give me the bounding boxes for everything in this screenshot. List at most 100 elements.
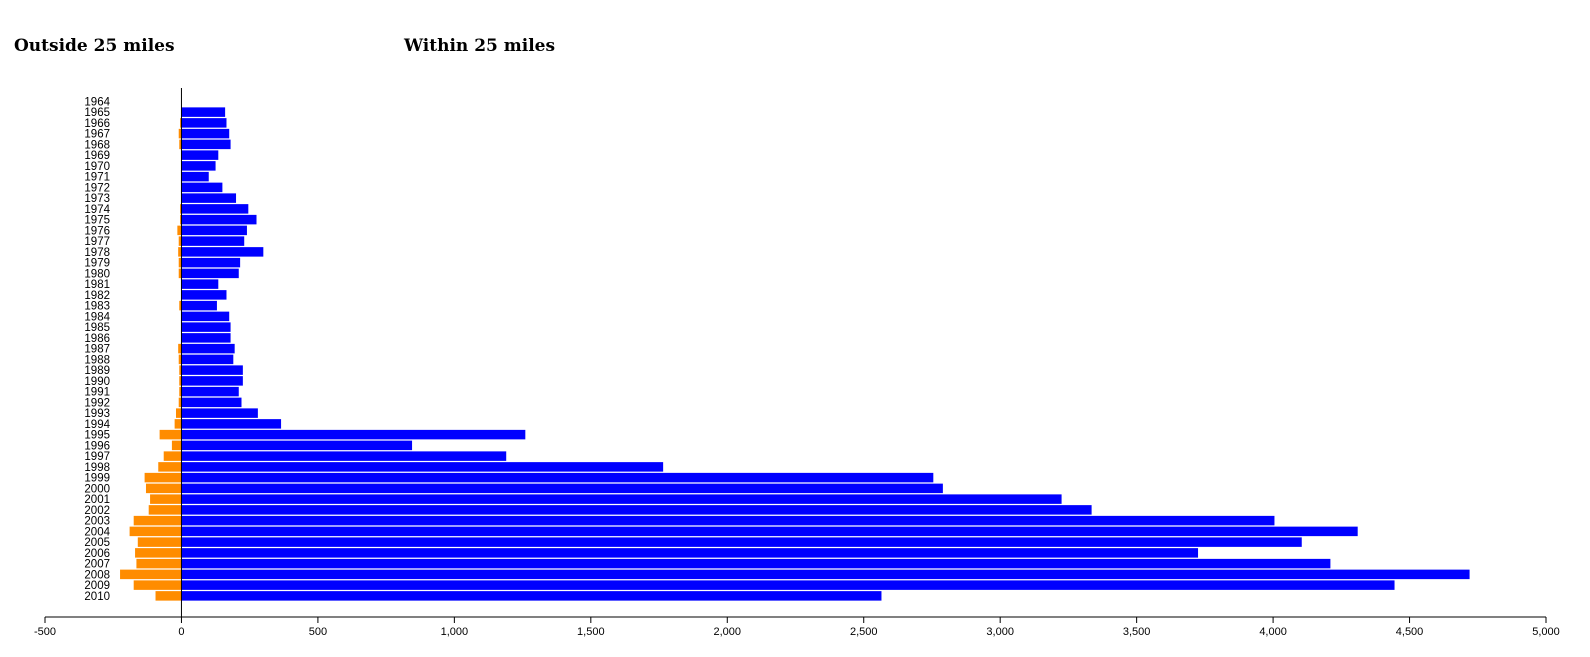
year-label: 1995	[84, 430, 110, 442]
year-label: 1991	[84, 387, 110, 399]
x-tick-label: -500	[34, 626, 56, 638]
outside-bar	[148, 505, 182, 515]
outside-bar	[177, 225, 182, 236]
x-tick-label: 1,500	[577, 626, 605, 638]
x-tick-label: 2,500	[850, 626, 878, 638]
year-label: 1979	[84, 258, 110, 270]
within-bar	[181, 569, 1470, 580]
within-bar	[181, 322, 231, 332]
within-bar	[181, 591, 882, 601]
within-heading: Within 25 miles	[404, 36, 556, 56]
outside-bar	[178, 257, 182, 268]
year-label: 1996	[84, 440, 110, 452]
year-label: 2007	[84, 559, 110, 571]
year-label: 1993	[84, 408, 110, 420]
outside-bar	[158, 462, 182, 472]
year-label: 1972	[84, 182, 110, 194]
within-bar	[181, 462, 664, 472]
within-bar	[181, 257, 241, 268]
year-label: 1969	[84, 150, 110, 162]
x-tick-label: 4,500	[1396, 626, 1424, 638]
within-bar	[181, 505, 1092, 515]
year-label: 2008	[84, 569, 110, 581]
year-label: 1980	[84, 268, 110, 280]
within-bar	[181, 386, 239, 397]
year-label: 1998	[84, 462, 110, 474]
year-label: 2001	[84, 494, 110, 506]
year-label: 2009	[84, 580, 110, 592]
within-bar	[181, 128, 230, 139]
within-bar	[181, 204, 249, 214]
x-tick-label: 2,000	[714, 626, 742, 638]
x-tick-label: 0	[178, 626, 184, 638]
outside-bar	[178, 343, 182, 354]
x-axis: -500 0 500 1,000 1,500 2,000 2,500 3,000 3,500 4,…	[34, 616, 1560, 638]
outside-bar	[136, 558, 182, 569]
year-label: 1970	[84, 161, 110, 173]
year-label: 2010	[84, 591, 110, 603]
outside-bar	[178, 397, 182, 408]
year-label: 1978	[84, 247, 110, 259]
outside-bar	[133, 515, 182, 526]
year-label: 1975	[84, 215, 110, 227]
outside-bar	[178, 247, 182, 257]
within-bar	[181, 150, 219, 160]
year-label: 1968	[84, 139, 110, 151]
outside-heading: Outside 25 miles	[14, 36, 175, 56]
year-label: 1973	[84, 193, 110, 205]
outside-bar	[179, 139, 182, 150]
year-label: 1983	[84, 301, 110, 313]
outside-bar	[180, 204, 182, 214]
within-bar	[181, 182, 223, 193]
within-bar	[181, 419, 282, 429]
within-bar	[181, 548, 1199, 558]
year-labels: 1964196519661967196819691970197119721973…	[84, 96, 110, 603]
year-label: 1994	[84, 419, 110, 431]
within-bar	[181, 300, 217, 311]
year-label: 2004	[84, 526, 110, 538]
within-bar	[181, 354, 234, 365]
within-bar	[181, 290, 227, 300]
within-bar	[181, 236, 245, 246]
outside-bar	[129, 526, 182, 537]
year-label: 1997	[84, 451, 110, 463]
within-bar	[181, 515, 1275, 526]
outside-bar	[178, 236, 182, 246]
outside-bar	[179, 300, 182, 311]
within-bar	[181, 451, 507, 461]
within-bar	[181, 408, 258, 418]
x-tick-label: 5,000	[1532, 626, 1560, 638]
outside-bar	[175, 408, 182, 418]
outside-bar	[179, 376, 182, 386]
within-bar	[181, 537, 1302, 547]
within-bar	[181, 483, 943, 494]
within-bar	[181, 376, 243, 386]
x-tick-label: 3,500	[1123, 626, 1151, 638]
year-label: 1984	[84, 311, 110, 323]
outside-bar	[137, 537, 182, 547]
within-bar	[181, 526, 1358, 537]
year-label: 1966	[84, 118, 110, 130]
within-bar	[181, 107, 226, 117]
year-label: 1965	[84, 107, 110, 119]
outside-bar	[163, 451, 182, 461]
year-label: 2000	[84, 483, 110, 495]
outside-bar	[135, 548, 182, 558]
within-bar	[181, 171, 209, 182]
within-bar	[181, 558, 1331, 569]
within-bar	[181, 333, 231, 343]
year-label: 1986	[84, 333, 110, 345]
outside-bar	[144, 472, 182, 483]
within-bar	[181, 118, 227, 128]
year-label: 1977	[84, 236, 110, 248]
outside-bar	[159, 429, 182, 440]
within-bar	[181, 494, 1062, 504]
year-label: 1971	[84, 172, 110, 184]
year-label: 2002	[84, 505, 110, 517]
within-bar	[181, 397, 242, 408]
within-bar	[181, 343, 235, 354]
within-bar	[181, 268, 239, 279]
x-tick-label: 4,000	[1259, 626, 1287, 638]
within-bar	[181, 225, 247, 236]
